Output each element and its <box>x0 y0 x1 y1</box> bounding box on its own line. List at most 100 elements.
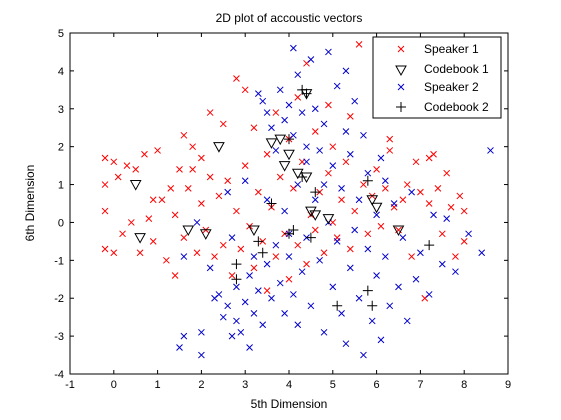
point-x-marker <box>338 310 345 317</box>
point-x-marker <box>342 340 350 348</box>
point-x-marker <box>281 310 288 317</box>
point-x-marker <box>272 147 280 154</box>
point-x-marker <box>119 230 126 238</box>
point-x-marker <box>351 226 359 234</box>
point-x-marker <box>290 44 297 52</box>
x-tick-label: 4 <box>286 379 292 391</box>
point-x-marker <box>460 238 468 245</box>
point-x-marker <box>395 283 402 291</box>
point-triangle-marker <box>274 134 287 146</box>
point-x-marker <box>263 150 271 158</box>
point-x-marker <box>127 219 135 226</box>
point-x-marker <box>346 113 354 120</box>
point-x-marker <box>408 188 415 196</box>
point-x-marker <box>438 230 446 238</box>
point-x-marker <box>377 222 385 230</box>
point-x-marker <box>233 207 240 215</box>
point-x-marker <box>355 196 363 204</box>
point-x-marker <box>360 181 367 188</box>
point-x-marker <box>355 41 363 48</box>
point-x-marker <box>338 196 345 204</box>
point-plus-marker <box>231 274 242 285</box>
point-x-marker <box>294 241 302 249</box>
point-x-marker <box>447 203 455 211</box>
point-plus-marker <box>284 134 294 145</box>
point-triangle-marker <box>213 142 225 153</box>
point-x-marker <box>263 109 271 116</box>
point-x-marker <box>215 291 223 298</box>
point-x-marker <box>303 260 310 268</box>
point-x-marker <box>325 169 332 177</box>
point-x-marker <box>276 279 284 287</box>
point-x-marker <box>145 215 153 223</box>
point-x-marker <box>272 253 280 260</box>
point-x-marker <box>311 128 319 135</box>
y-tick-label: 2 <box>58 142 64 154</box>
point-x-marker <box>189 166 196 173</box>
point-x-marker <box>403 317 411 325</box>
y-tick-label: -3 <box>54 331 64 343</box>
y-tick-label: 1 <box>58 180 64 192</box>
point-x-marker <box>250 264 258 272</box>
point-x-marker <box>290 291 297 298</box>
point-plus-marker <box>253 236 264 247</box>
x-tick-label: 9 <box>505 379 511 391</box>
point-x-marker <box>180 234 188 241</box>
point-x-marker <box>250 253 258 260</box>
legend: Speaker 1 Codebook 1 Speaker 2 Codebook … <box>372 36 502 119</box>
point-x-marker <box>294 321 302 329</box>
point-x-marker <box>241 162 249 169</box>
point-triangle-marker <box>392 225 405 237</box>
y-tick-label: 5 <box>58 28 64 40</box>
point-x-marker <box>325 101 332 109</box>
point-x-marker <box>290 131 297 139</box>
point-x-marker <box>268 124 275 132</box>
point-x-marker <box>403 181 411 188</box>
point-x-marker <box>355 294 363 302</box>
point-x-marker <box>219 120 227 128</box>
point-x-marker <box>408 253 415 260</box>
point-plus-marker <box>424 240 435 251</box>
x-axis-label: 5th Dimension <box>251 397 328 411</box>
point-x-marker <box>456 192 464 200</box>
point-x-marker <box>206 264 214 272</box>
x-tick-label: 5 <box>330 379 336 391</box>
point-x-marker <box>434 184 442 192</box>
point-x-marker <box>180 131 188 139</box>
point-x-marker <box>263 196 271 204</box>
point-x-marker <box>399 234 407 241</box>
point-x-marker <box>320 249 328 257</box>
point-x-marker <box>303 158 310 166</box>
point-triangle-marker <box>366 195 379 206</box>
point-x-marker <box>390 200 398 207</box>
point-x-marker <box>123 162 131 169</box>
y-tick-label: 3 <box>58 104 64 116</box>
point-x-marker <box>259 97 267 105</box>
point-x-marker <box>311 196 319 204</box>
point-x-marker <box>346 264 354 272</box>
y-axis-label: 6th Dimension <box>23 165 37 242</box>
point-triangle-marker <box>283 149 295 161</box>
point-triangle-marker <box>248 225 260 237</box>
point-x-marker <box>176 166 183 173</box>
point-x-marker <box>294 71 302 79</box>
point-x-marker <box>351 207 359 215</box>
point-x-marker <box>268 294 275 302</box>
point-x-marker <box>307 56 315 63</box>
point-x-marker <box>254 287 262 294</box>
point-x-marker <box>307 302 315 310</box>
point-x-marker <box>364 230 372 238</box>
point-triangle-marker <box>129 180 142 191</box>
point-x-marker <box>412 158 420 166</box>
point-plus-marker <box>288 225 299 236</box>
point-x-marker <box>425 291 433 298</box>
point-x-marker <box>206 109 214 116</box>
point-triangle-marker <box>265 138 278 149</box>
point-plus-marker <box>332 300 343 311</box>
point-x-marker <box>272 109 280 116</box>
point-x-marker <box>316 256 324 264</box>
point-x-marker <box>329 162 337 169</box>
point-x-marker <box>254 188 262 196</box>
point-x-marker <box>176 344 183 351</box>
point-x-marker <box>276 173 284 181</box>
